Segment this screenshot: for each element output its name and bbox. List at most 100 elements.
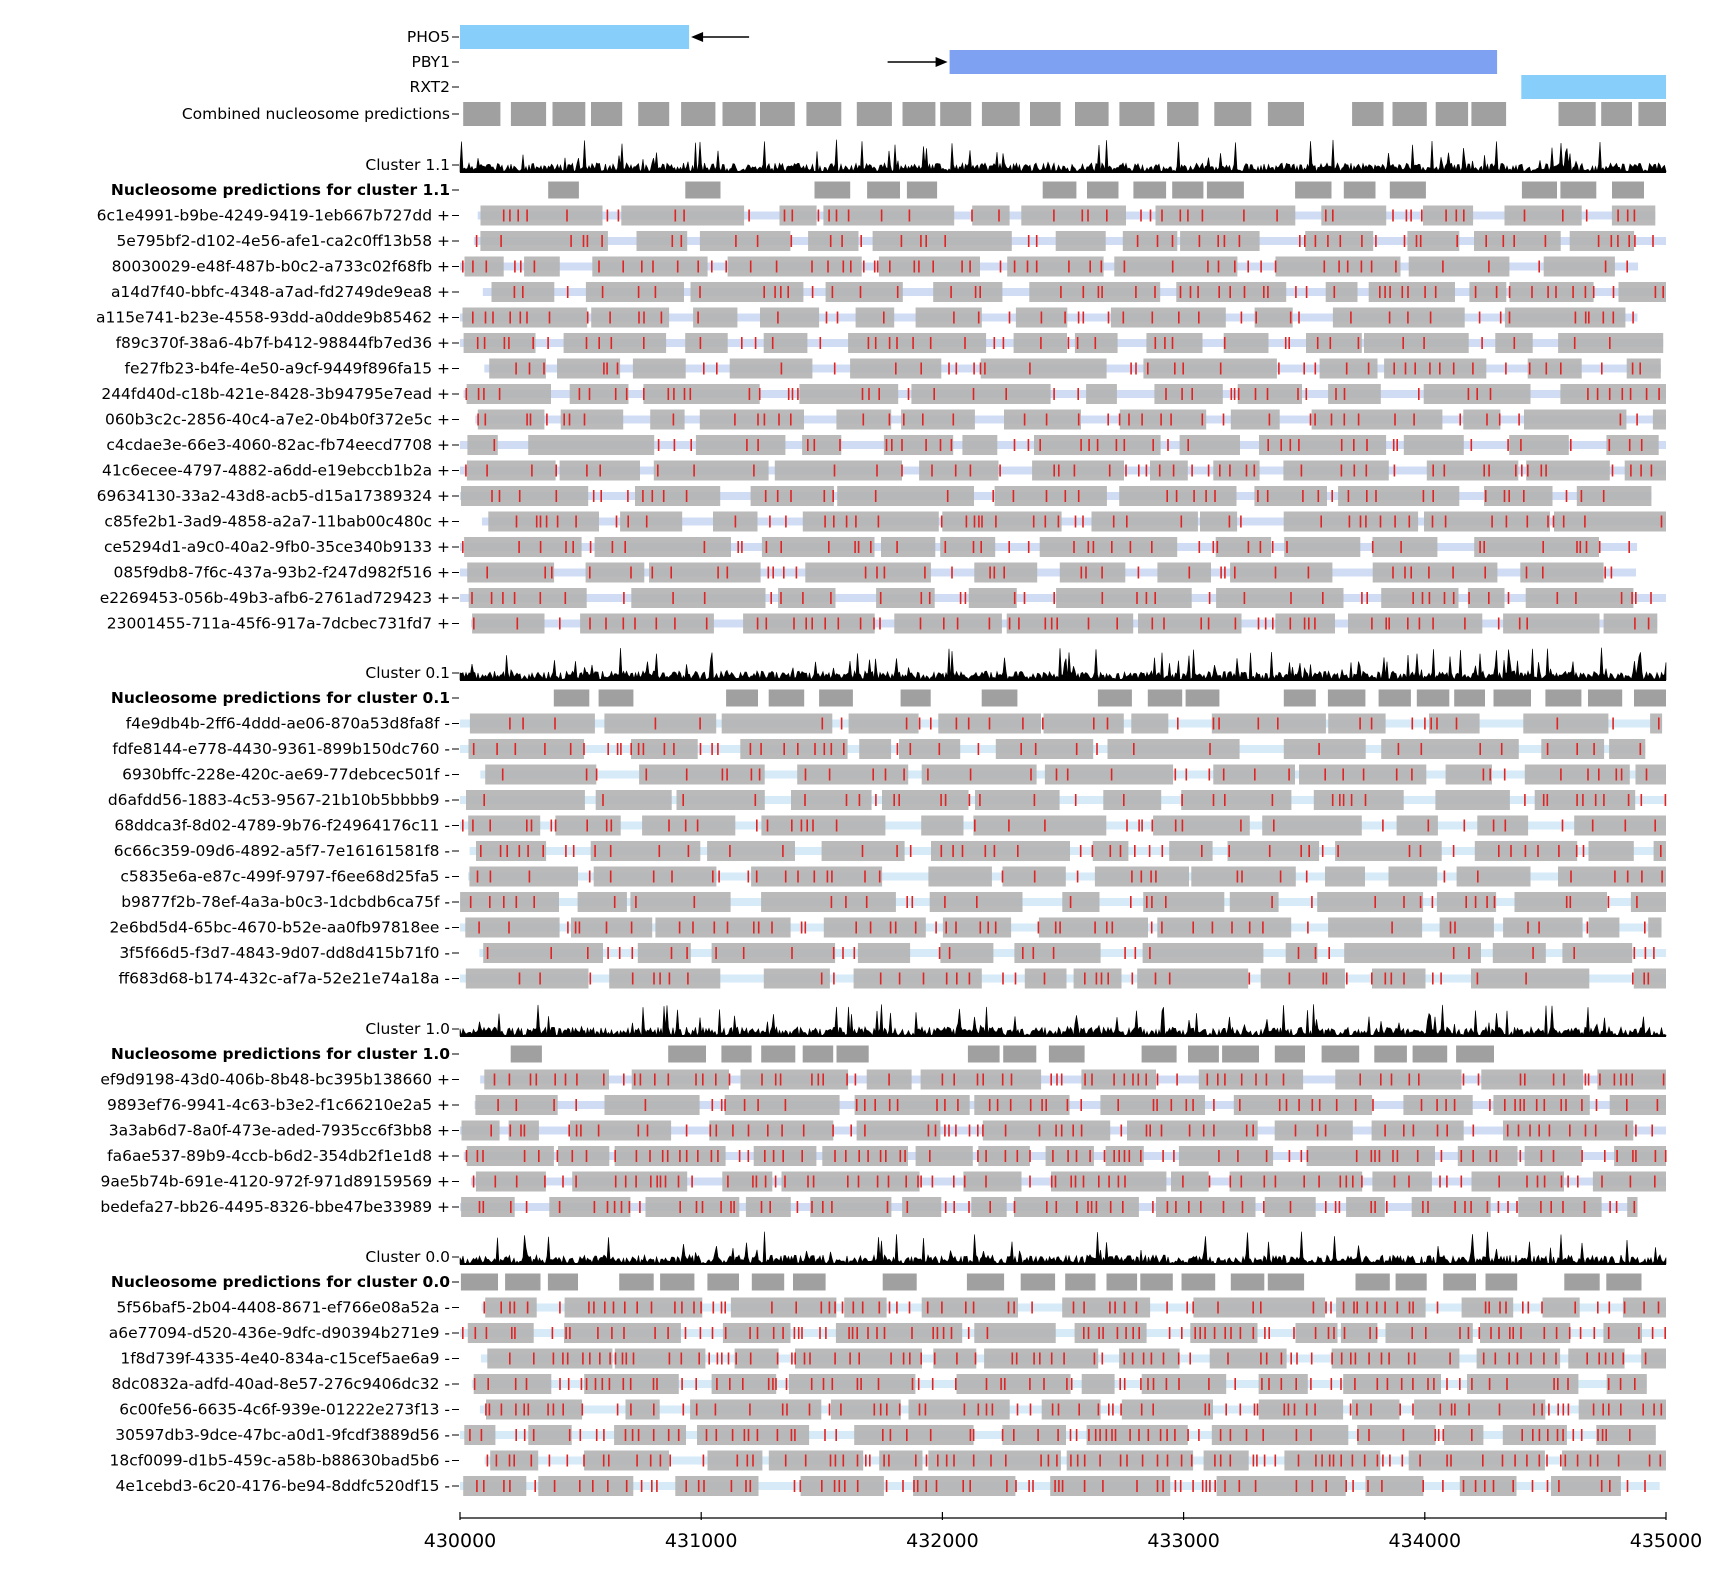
methylation-mark [1032,515,1035,528]
methylation-mark [940,794,942,806]
methylation-mark [1240,1175,1243,1188]
methylation-mark [1419,235,1422,247]
methylation-mark [804,921,807,934]
methylation-mark [1408,1301,1411,1314]
methylation-mark [1054,1480,1056,1492]
methylation-mark [1023,592,1026,604]
methylation-mark [1136,235,1139,247]
methylation-mark [1547,1429,1549,1441]
methylation-mark [1147,1429,1150,1441]
methylation-mark [640,1480,643,1492]
methylation-mark [1150,870,1152,883]
methylation-mark [1289,311,1292,324]
methylation-mark [944,794,947,806]
methylation-mark [523,1429,526,1441]
methylation-mark [1538,260,1540,273]
methylation-mark [1452,947,1455,959]
read-nucleosome [1364,333,1469,353]
methylation-mark [1372,1099,1374,1111]
methylation-mark [861,845,864,857]
methylation-mark [583,743,585,755]
read-nucleosome [1306,333,1362,353]
read-nucleosome [1258,1399,1344,1420]
methylation-mark [1653,1403,1655,1416]
methylation-mark [1050,1352,1053,1365]
methylation-mark [1090,1201,1093,1213]
methylation-mark [985,1378,988,1390]
read-nucleosome [1574,815,1666,836]
methylation-mark [894,921,897,934]
methylation-mark [1028,1480,1030,1492]
methylation-mark [1361,1175,1363,1188]
methylation-mark [607,947,609,959]
read-nucleosome [1114,256,1238,277]
read-nucleosome [1254,486,1327,506]
methylation-mark [551,1327,554,1339]
methylation-mark [1110,768,1113,781]
methylation-mark [618,947,621,959]
methylation-mark [1626,1480,1629,1492]
methylation-mark [1257,617,1260,630]
read-label: b9877f2b-78ef-4a3a-b0c3-1dcbdb6ca75f - [121,893,450,911]
methylation-mark [1394,413,1396,426]
methylation-mark [1484,1480,1486,1492]
methylation-mark [1017,845,1019,857]
methylation-mark [1132,1327,1134,1339]
cluster-nucleosome [900,689,931,707]
methylation-mark [1617,1454,1620,1467]
methylation-mark [732,1124,734,1137]
methylation-mark [1576,541,1578,553]
read-nucleosome [614,1348,706,1369]
methylation-mark [499,845,502,857]
read-nucleosome [1457,1146,1518,1166]
methylation-mark [1404,362,1407,375]
methylation-mark [926,1301,929,1314]
read-nucleosome [721,713,833,734]
read-nucleosome [942,511,1062,532]
methylation-mark [1356,1403,1358,1416]
cluster-nucleosome [1048,1045,1085,1063]
methylation-mark [654,1327,656,1339]
methylation-mark [703,592,706,604]
read-nucleosome [1493,1095,1590,1115]
methylation-mark [1630,464,1632,477]
methylation-mark [742,1378,744,1390]
methylation-mark [1039,439,1041,451]
methylation-mark [686,947,688,959]
methylation-mark [518,541,520,553]
methylation-mark [589,617,591,630]
methylation-mark [952,413,955,426]
methylation-mark [1620,1073,1622,1086]
methylation-mark [1208,1403,1210,1416]
gene-label-rxt2: RXT2 [410,78,450,96]
methylation-mark [1561,819,1564,832]
methylation-mark [1077,413,1080,426]
methylation-mark [721,1352,723,1365]
methylation-mark [1370,717,1373,730]
cluster-label: Cluster 0.1 [365,664,450,682]
methylation-mark [1498,1175,1500,1188]
methylation-mark [825,1327,827,1339]
methylation-mark [914,921,917,934]
methylation-mark [1510,845,1512,857]
methylation-mark [896,1301,898,1314]
read-nucleosome [781,1171,920,1192]
methylation-mark [729,1378,731,1390]
methylation-mark [1083,1301,1085,1314]
methylation-mark [855,1099,858,1111]
methylation-mark [575,1124,578,1137]
methylation-mark [775,260,778,273]
methylation-mark [783,566,785,579]
methylation-mark [609,845,612,857]
methylation-mark [1575,845,1578,857]
methylation-mark [1179,1480,1182,1492]
methylation-mark [569,1327,571,1339]
methylation-mark [588,388,591,400]
read-nucleosome [911,384,1051,404]
read-track [460,537,1638,557]
methylation-mark [869,921,872,934]
methylation-mark [1156,1480,1159,1492]
methylation-mark [1408,845,1411,857]
read-label: 6c1e4991-b9be-4249-9419-1eb667b727dd + [97,207,450,225]
read-nucleosome [808,231,859,251]
